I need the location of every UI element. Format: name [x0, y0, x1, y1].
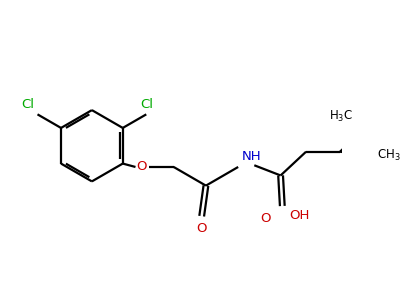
- Text: CH$_3$: CH$_3$: [376, 148, 400, 163]
- Text: Cl: Cl: [141, 98, 154, 111]
- Text: NH: NH: [242, 150, 261, 163]
- Text: O: O: [196, 222, 207, 235]
- Text: H$_3$C: H$_3$C: [330, 109, 354, 124]
- Text: O: O: [136, 160, 147, 173]
- Text: OH: OH: [289, 209, 310, 222]
- Text: Cl: Cl: [21, 98, 34, 111]
- Text: O: O: [260, 212, 270, 225]
